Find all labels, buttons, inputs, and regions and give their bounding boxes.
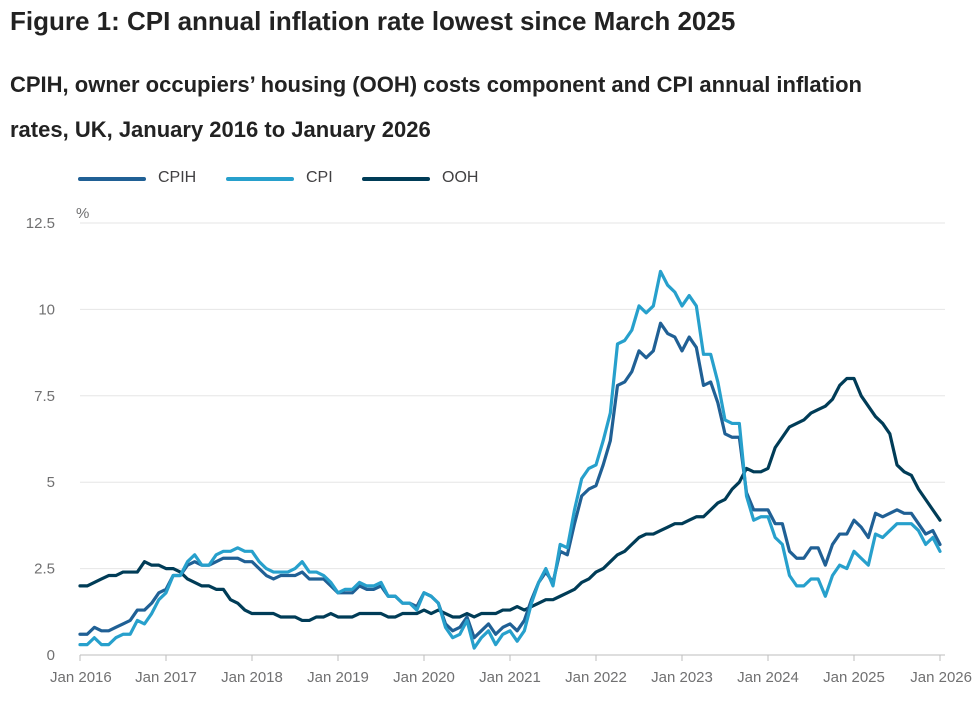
y-tick-label: 0 (47, 647, 55, 664)
series-lines (78, 269, 942, 650)
y-tick-label: 7.5 (34, 388, 55, 405)
x-axis-ticks: Jan 2016 Jan 2017 Jan 2018 Jan 2019 Jan 2020… (50, 655, 972, 686)
y-tick-label: 10 (38, 301, 55, 318)
series-line-cpi[interactable] (78, 269, 942, 650)
y-tick-label: 12.5 (26, 215, 55, 232)
y-tick-label: 5 (47, 474, 55, 491)
y-axis-ticks: 0 2.5 5 7.5 10 12.5 (26, 215, 55, 664)
x-tick-label: Jan 2025 (823, 669, 885, 686)
x-tick-label: Jan 2020 (393, 669, 455, 686)
y-axis-unit-label: % (76, 205, 89, 222)
x-tick-label: Jan 2023 (651, 669, 713, 686)
legend-swatch-cpih (78, 177, 146, 181)
series-line-ooh[interactable] (78, 376, 942, 623)
y-tick-label: 2.5 (34, 561, 55, 578)
legend-label-cpih: CPIH (158, 169, 197, 186)
figure-title: Figure 1: CPI annual inflation rate lowe… (10, 6, 736, 36)
legend-swatch-cpi (226, 177, 294, 181)
x-tick-label: Jan 2024 (737, 669, 799, 686)
x-tick-label: Jan 2021 (479, 669, 541, 686)
legend-swatch-ooh (362, 177, 430, 181)
x-tick-label: Jan 2026 (910, 669, 972, 686)
legend-label-ooh: OOH (442, 169, 479, 186)
gridlines (80, 222, 945, 656)
x-tick-label: Jan 2022 (565, 669, 627, 686)
x-tick-label: Jan 2019 (307, 669, 369, 686)
x-tick-label: Jan 2016 (50, 669, 112, 686)
x-tick-label: Jan 2018 (221, 669, 283, 686)
legend-label-cpi: CPI (306, 169, 333, 186)
figure-subtitle: CPIH, owner occupiers’ housing (OOH) cos… (10, 72, 862, 142)
x-tick-label: Jan 2017 (135, 669, 197, 686)
series-line-cpih[interactable] (78, 321, 942, 640)
